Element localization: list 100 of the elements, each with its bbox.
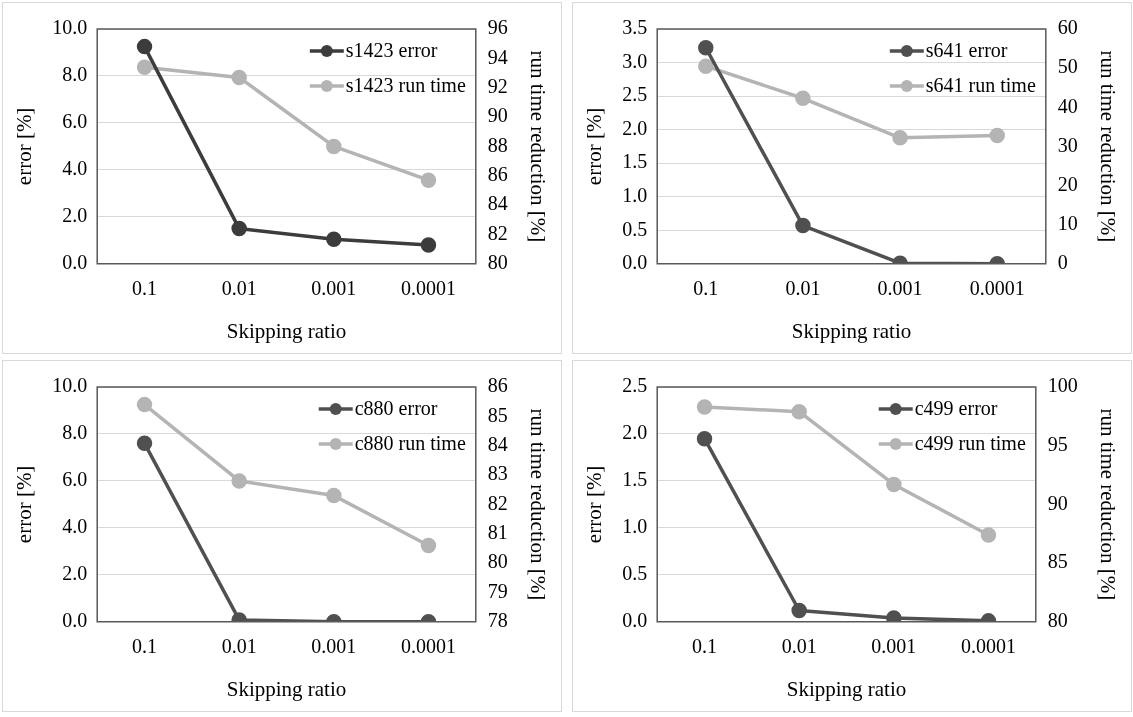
y2-tick-label: 40 bbox=[1057, 94, 1078, 117]
y2-tick-label: 90 bbox=[1047, 491, 1068, 514]
point bbox=[420, 237, 437, 253]
y-tick-label: 2.5 bbox=[622, 374, 648, 397]
y-axis-title: error [%] bbox=[582, 107, 607, 186]
y-tick-label: 0.5 bbox=[622, 562, 648, 585]
point bbox=[326, 487, 342, 504]
x-tick-label: 0.01 bbox=[221, 635, 257, 658]
y2-tick-label: 80 bbox=[487, 251, 508, 274]
y2-tick-label: 100 bbox=[1047, 374, 1078, 397]
y2-tick-label: 90 bbox=[487, 104, 508, 127]
point bbox=[980, 527, 997, 543]
x-tick-label: 0.001 bbox=[311, 277, 357, 300]
point bbox=[136, 435, 153, 452]
legend-label: c880 run time bbox=[354, 432, 466, 455]
x-tick-label: 0.1 bbox=[132, 277, 158, 300]
point bbox=[698, 58, 714, 74]
y-tick-label: 4.0 bbox=[62, 515, 88, 538]
y2-axis-title: run time reduction [%] bbox=[525, 408, 550, 601]
x-tick-label: 0.01 bbox=[785, 277, 821, 300]
point bbox=[989, 127, 1005, 144]
y2-tick-label: 85 bbox=[487, 403, 508, 426]
point bbox=[791, 403, 807, 420]
legend-label: c499 run time bbox=[914, 432, 1026, 455]
point bbox=[231, 69, 247, 86]
x-tick-label: 0.0001 bbox=[960, 635, 1016, 658]
y-tick-label: 8.0 bbox=[62, 421, 88, 444]
y-axis-title: error [%] bbox=[582, 465, 607, 544]
x-axis-title: Skipping ratio bbox=[226, 676, 347, 701]
point bbox=[136, 38, 153, 55]
y2-tick-label: 85 bbox=[1047, 550, 1068, 573]
point bbox=[892, 130, 908, 146]
point bbox=[696, 430, 713, 447]
y2-tick-label: 82 bbox=[487, 491, 508, 514]
y-tick-label: 2.0 bbox=[62, 562, 88, 585]
x-axis-title: Skipping ratio bbox=[226, 318, 347, 343]
point bbox=[886, 610, 902, 622]
x-tick-label: 0.01 bbox=[221, 277, 257, 300]
y-tick-label: 4.0 bbox=[62, 157, 88, 180]
y2-tick-label: 10 bbox=[1057, 211, 1078, 234]
y2-axis-title: run time reduction [%] bbox=[525, 50, 550, 243]
y2-axis-title: run time reduction [%] bbox=[1095, 50, 1120, 243]
y2-tick-label: 88 bbox=[487, 133, 508, 156]
y2-tick-label: 60 bbox=[1057, 16, 1078, 39]
point bbox=[136, 396, 153, 413]
point bbox=[795, 90, 811, 107]
y2-tick-label: 83 bbox=[487, 462, 508, 485]
y2-tick-label: 96 bbox=[487, 16, 508, 39]
y-tick-label: 1.5 bbox=[622, 468, 648, 491]
x-axis-title: Skipping ratio bbox=[791, 318, 912, 343]
x-tick-label: 0.1 bbox=[132, 635, 158, 658]
point bbox=[326, 231, 342, 247]
point bbox=[136, 59, 153, 75]
y-tick-label: 3.0 bbox=[622, 49, 648, 72]
y-axis-title: error [%] bbox=[12, 107, 37, 186]
y2-tick-label: 50 bbox=[1057, 55, 1078, 78]
x-tick-label: 0.0001 bbox=[400, 277, 456, 300]
legend-label: c499 error bbox=[914, 397, 998, 420]
y2-tick-label: 86 bbox=[487, 163, 508, 185]
point bbox=[791, 602, 807, 619]
y-tick-label: 0.5 bbox=[622, 217, 648, 240]
x-tick-label: 0.001 bbox=[877, 277, 923, 300]
y-tick-label: 6.0 bbox=[62, 468, 88, 491]
point bbox=[420, 537, 437, 554]
y-tick-label: 0.0 bbox=[622, 609, 648, 632]
y-tick-label: 2.0 bbox=[622, 116, 648, 139]
y2-tick-label: 92 bbox=[487, 74, 508, 97]
point bbox=[231, 220, 247, 237]
y2-tick-label: 81 bbox=[487, 521, 508, 543]
y2-axis-title: run time reduction [%] bbox=[1095, 408, 1120, 601]
point bbox=[326, 138, 342, 155]
y2-tick-label: 78 bbox=[487, 609, 508, 632]
x-tick-label: 0.0001 bbox=[969, 277, 1025, 300]
y2-tick-label: 0 bbox=[1057, 251, 1068, 274]
y2-tick-label: 82 bbox=[487, 221, 508, 244]
x-tick-label: 0.01 bbox=[781, 635, 817, 658]
y2-tick-label: 84 bbox=[487, 432, 508, 455]
y-tick-label: 1.0 bbox=[622, 183, 648, 206]
legend-label: s1423 error bbox=[345, 39, 438, 62]
y-tick-label: 10.0 bbox=[52, 374, 88, 397]
legend-label: s641 run time bbox=[925, 74, 1036, 97]
y2-tick-label: 86 bbox=[487, 374, 508, 397]
x-tick-label: 0.001 bbox=[871, 635, 917, 658]
y-axis-title: error [%] bbox=[12, 465, 37, 544]
x-tick-label: 0.1 bbox=[692, 635, 718, 658]
y-tick-label: 1.5 bbox=[622, 150, 648, 173]
point bbox=[231, 473, 247, 489]
legend-label: s641 error bbox=[925, 39, 1008, 62]
y-tick-label: 2.5 bbox=[622, 83, 648, 106]
legend-label: c880 error bbox=[354, 397, 438, 420]
legend-label: s1423 run time bbox=[345, 74, 466, 97]
y2-tick-label: 80 bbox=[487, 550, 508, 573]
y2-tick-label: 30 bbox=[1057, 133, 1078, 156]
x-axis-title: Skipping ratio bbox=[786, 676, 907, 701]
x-tick-label: 0.0001 bbox=[400, 635, 456, 658]
y-tick-label: 0.0 bbox=[62, 251, 88, 274]
y2-tick-label: 79 bbox=[487, 579, 508, 602]
y2-tick-label: 84 bbox=[487, 192, 508, 215]
y-tick-label: 6.0 bbox=[62, 110, 88, 133]
point bbox=[698, 40, 714, 56]
